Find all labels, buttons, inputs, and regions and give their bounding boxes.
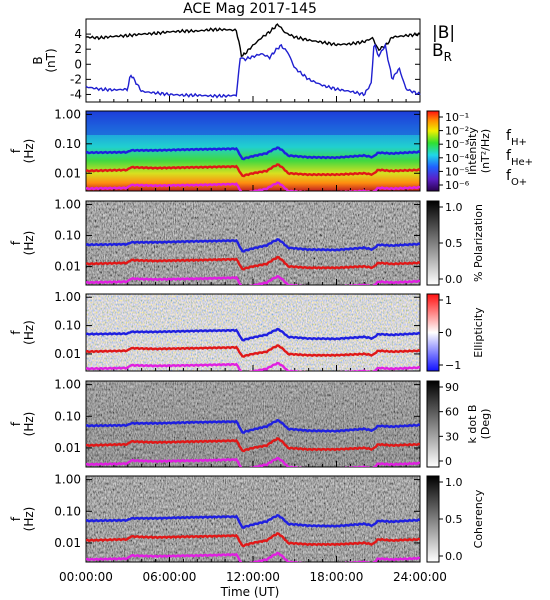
gyro-line-fH-plus [86, 237, 420, 253]
xtick-label: 24:00:00 [393, 570, 447, 584]
gyro-line-fH-plus [86, 146, 420, 161]
gyro-line-fHe-plus [86, 344, 420, 358]
panel-1-frame [85, 18, 421, 103]
colorbar-tick-label: 10⁻² [445, 125, 469, 138]
gyro-line-fO-plus [86, 456, 420, 467]
p1-ytick-label: -2 [70, 72, 82, 86]
chart-title: ACE Mag 2017-145 [183, 1, 317, 17]
ytick-label: 0.10 [54, 319, 81, 333]
colorbar-ellipticity [426, 293, 440, 372]
xtick-label: 00:00:00 [59, 570, 113, 584]
colorbar-tick-label: 90 [445, 381, 459, 394]
ytick-label: 1.00 [54, 198, 81, 212]
ytick-label: 0.10 [54, 504, 81, 518]
colorbar-label: Coherency [472, 489, 485, 548]
colorbar-kdotb [426, 380, 440, 468]
series-br-line [85, 42, 421, 99]
colorbar-tick-label: 10⁻⁶ [445, 179, 470, 192]
colorbar-tick-label: 10⁻³ [445, 138, 469, 151]
gyro-line-fHe-plus [86, 532, 420, 548]
panel-polarization [85, 200, 440, 286]
p1-ytick-label: 0 [74, 57, 82, 71]
colorbar-tick-label: 10⁻⁵ [445, 165, 469, 178]
legend-fh: fH+ [506, 128, 527, 148]
ytick-label: 1.00 [54, 473, 81, 487]
freq-ylabel: f(Hz) [9, 231, 36, 256]
colorbar-label: Intensity(nT²/Hz) [466, 127, 492, 175]
ytick-label: 1.00 [54, 107, 81, 121]
colorbar-tick-label: 60 [445, 406, 459, 419]
gyro-line-fO-plus [86, 181, 420, 191]
colorbar-tick-label: 0.0 [445, 273, 463, 286]
xtick-label: 12:00:00 [226, 570, 280, 584]
panel-2-band [86, 111, 420, 135]
colorbar-tick-label: 0.5 [445, 237, 463, 250]
colorbar-tick-label: 1 [445, 294, 452, 307]
gyro-line-fH-plus [86, 513, 420, 529]
freq-ylabel: f(Hz) [9, 507, 36, 532]
gyro-line-fO-plus [86, 551, 420, 562]
freq-ylabel: f(Hz) [9, 139, 36, 164]
ytick-label: 1.00 [54, 378, 81, 392]
ytick-label: 0.10 [54, 228, 81, 242]
ytick-label: 0.10 [54, 409, 81, 423]
colorbar-tick-label: 0.5 [445, 513, 463, 526]
x-axis-label: Time (UT) [220, 585, 280, 599]
legend-fhe: fHe+ [506, 148, 533, 168]
legend-babs: |B| [432, 23, 455, 43]
gyro-legend: fH+ fHe+ fO+ [506, 128, 533, 188]
colorbar-label: Ellipticity [472, 307, 485, 358]
p1-ylabel-text: B(nT) [31, 48, 58, 72]
legend-fo: fO+ [506, 168, 527, 188]
ytick-label: 0.10 [54, 137, 81, 151]
colorbar-tick-label: −1 [445, 359, 461, 372]
series-babs-line [85, 23, 421, 58]
ytick-label: 0.01 [54, 166, 81, 180]
freq-ylabel: f(Hz) [9, 320, 36, 345]
colorbar-tick-label: 10⁻¹ [445, 111, 469, 124]
colorbar-tick-label: 1.0 [445, 201, 463, 214]
xtick-label: 06:00:00 [143, 570, 197, 584]
p1-ytick-label: 4 [74, 27, 82, 41]
colorbar-tick-label: 30 [445, 430, 459, 443]
colorbar-tick-label: 1.0 [445, 476, 463, 489]
gyro-line-fHe-plus [86, 163, 420, 178]
freq-ylabel: f(Hz) [9, 412, 36, 437]
p1-ytick-label: -4 [70, 87, 82, 101]
gyro-line-fHe-plus [86, 255, 420, 271]
gyro-line-fO-plus [86, 361, 420, 371]
ytick-label: 0.01 [54, 536, 81, 550]
legend-br: BR [432, 41, 452, 64]
gyro-line-fH-plus [86, 418, 420, 434]
gyro-line-fHe-plus [86, 437, 420, 453]
ytick-label: 0.01 [54, 259, 81, 273]
colorbar-tick-label: 0.0 [445, 550, 463, 563]
p1-ytick-label: 2 [74, 42, 82, 56]
colorbar-intensity [426, 110, 440, 192]
ytick-label: 0.01 [54, 441, 81, 455]
colorbar-label: % Polarization [472, 204, 485, 282]
ytick-label: 1.00 [54, 290, 81, 304]
colorbar-tick-label: 0 [445, 455, 452, 468]
gyro-line-fH-plus [86, 327, 420, 342]
colorbar-tick-label: 10⁻⁴ [445, 152, 470, 165]
gyro-line-fO-plus [86, 274, 420, 285]
ytick-label: 0.01 [54, 347, 81, 361]
colorbar-label: k dot B(Deg) [466, 405, 492, 444]
colorbar-tick-label: 0 [445, 327, 452, 340]
colorbar-coherency [426, 475, 440, 563]
colorbar-polarization [426, 200, 440, 286]
xtick-label: 18:00:00 [310, 570, 364, 584]
